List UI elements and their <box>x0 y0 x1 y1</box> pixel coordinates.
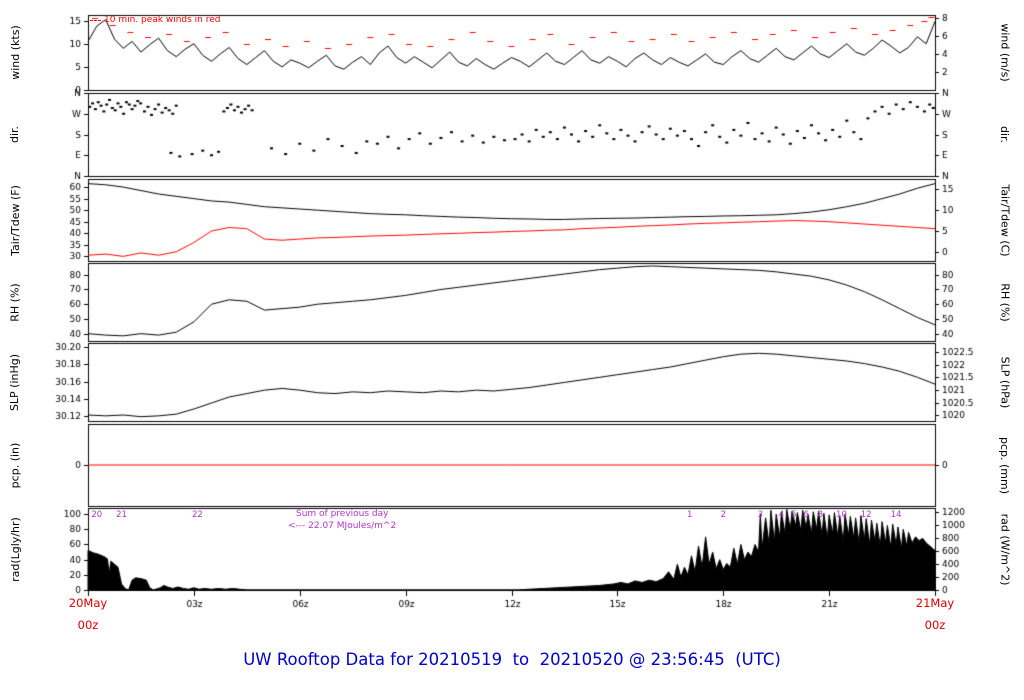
rad-sum-value: <--- 22.07 MJoules/m^2 <box>288 521 397 531</box>
solar-angle-label: 5 <box>791 510 797 520</box>
x-end-date: 21May <box>915 596 955 610</box>
axis-title-wind-right: wind (m/s) <box>998 23 1012 82</box>
solar-angle-label: 10 <box>836 510 847 520</box>
axis-title-rh-right: RH (%) <box>998 282 1012 322</box>
red-dash-legend-icon <box>90 20 101 21</box>
axis-title-pcp-right: pcp. (mm) <box>998 436 1012 494</box>
axis-title-temp-right: Tair/Tdew (C) <box>998 183 1012 257</box>
rad-sum-label: Sum of previous day <box>296 509 389 519</box>
solar-angle-label: 1 <box>687 510 693 520</box>
x-start-hour: 00z <box>77 618 99 632</box>
axis-title-rh-left: RH (%) <box>8 282 22 322</box>
solar-angle-label: 22 <box>191 510 203 520</box>
solar-angle-label: 20 <box>91 510 103 520</box>
multi-panel-plot-canvas <box>0 0 1024 620</box>
peak-wind-note: 10 min. peak winds in red <box>104 15 221 25</box>
solar-angle-label: 12 <box>860 510 872 520</box>
x-start-date: 20May <box>68 596 108 610</box>
x-end-hour: 00z <box>924 618 946 632</box>
axis-title-temp-left: Tair/Tdew (F) <box>8 184 22 256</box>
axis-title-rad-right: rad (W/m^2) <box>998 513 1012 585</box>
solar-angle-label: 2 <box>720 510 726 520</box>
axis-title-dir-left: dir. <box>8 125 22 144</box>
axis-title-pcp-left: pcp. (in) <box>8 442 22 488</box>
page-title: UW Rooftop Data for 20210519 to 20210520… <box>243 650 781 669</box>
axis-title-dir-right: dir. <box>998 125 1012 144</box>
solar-angle-label: 21 <box>116 510 127 520</box>
solar-angle-label: 6 <box>803 510 809 520</box>
solar-angle-label: 8 <box>817 510 823 520</box>
axis-title-slp-right: SLP (hPa) <box>998 356 1012 408</box>
axis-title-slp-left: SLP (inHg) <box>8 353 22 411</box>
axis-title-rad-left: rad(Lgly/hr) <box>8 516 22 582</box>
solar-angle-label: 4 <box>778 510 785 520</box>
solar-angle-label: 3 <box>757 510 763 520</box>
solar-angle-label: 14 <box>890 510 902 520</box>
axis-title-wind-left: wind (kts) <box>8 25 22 80</box>
